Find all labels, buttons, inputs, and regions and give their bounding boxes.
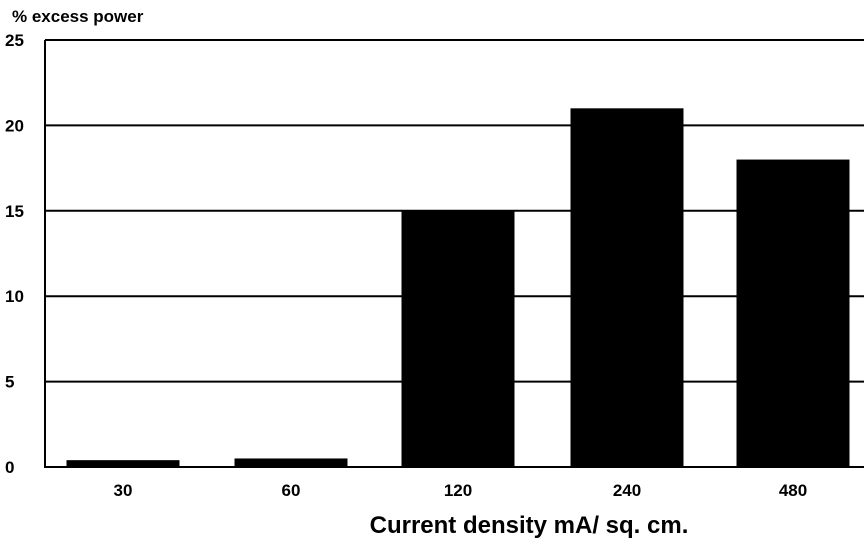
y-tick-label: 20 <box>5 116 24 135</box>
x-tick-label: 480 <box>779 481 807 500</box>
y-tick-label: 25 <box>5 31 24 50</box>
bar <box>736 159 850 467</box>
bar <box>234 458 348 467</box>
bar <box>401 210 515 468</box>
x-tick-label: 240 <box>613 481 641 500</box>
x-tick-label: 60 <box>282 481 301 500</box>
y-tick-labels: 0 5 10 15 20 25 <box>5 31 24 477</box>
x-tick-label: 30 <box>114 481 133 500</box>
bar <box>66 460 180 467</box>
y-tick-label: 10 <box>5 287 24 306</box>
bars <box>66 108 850 468</box>
y-tick-label: 15 <box>5 202 24 221</box>
x-tick-label: 120 <box>444 481 472 500</box>
bar <box>570 108 684 467</box>
y-axis-title: % excess power <box>12 7 144 26</box>
y-tick-label: 0 <box>5 458 14 477</box>
x-axis-title: Current density mA/ sq. cm. <box>370 512 689 539</box>
y-tick-label: 5 <box>5 373 14 392</box>
x-tick-labels: 30 60 120 240 480 <box>114 481 808 500</box>
